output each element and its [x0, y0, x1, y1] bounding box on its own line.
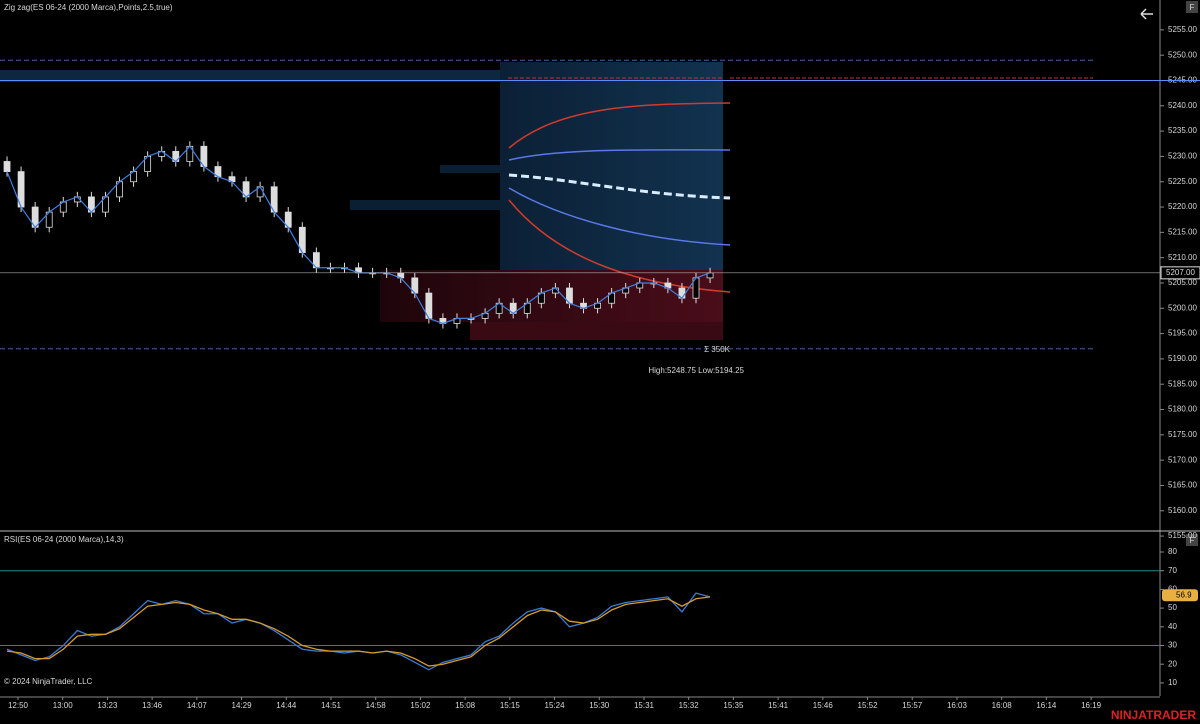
x-tick-label: 15:02	[410, 701, 431, 710]
y-tick-label: 5220.00	[1168, 202, 1197, 211]
x-tick-label: 14:44	[276, 701, 297, 710]
x-tick-label: 15:08	[455, 701, 476, 710]
y-tick-label: 5255.00	[1168, 25, 1197, 34]
y-tick-label: 70	[1168, 566, 1177, 575]
x-tick-label: 16:19	[1081, 701, 1102, 710]
watermark: NINJATRADER	[1111, 708, 1196, 722]
copyright: © 2024 NinjaTrader, LLC	[4, 677, 93, 686]
y-tick-label: 5210.00	[1168, 253, 1197, 262]
rsi-line	[6, 596, 711, 667]
y-tick-label: 5235.00	[1168, 126, 1197, 135]
y-tick-label: 5180.00	[1168, 405, 1197, 414]
x-tick-label: 15:30	[589, 701, 610, 710]
volume-profile	[0, 62, 1093, 340]
x-tick-label: 16:03	[947, 701, 968, 710]
x-tick-label: 15:35	[723, 701, 744, 710]
y-tick-label: 50	[1168, 603, 1177, 612]
x-tick-label: 15:52	[858, 701, 879, 710]
x-tick-label: 12:50	[8, 701, 29, 710]
last-price-box	[1160, 266, 1200, 280]
panel-button-label[interactable]: F	[1190, 536, 1195, 545]
last-price-label: 5207.00	[1166, 268, 1195, 277]
rsi-value-label: 56.9	[1176, 590, 1192, 599]
x-tick-label: 15:24	[545, 701, 566, 710]
y-tick-label: 5160.00	[1168, 506, 1197, 515]
x-tick-label: 14:29	[232, 701, 253, 710]
y-tick-label: 30	[1168, 641, 1177, 650]
rsi-value-box	[1162, 589, 1198, 602]
y-tick-label: 5240.00	[1168, 101, 1197, 110]
x-tick-label: 13:23	[97, 701, 118, 710]
rsi-panel-title: RSI(ES 06-24 (2000 Marca),14,3)	[4, 535, 124, 544]
annotation: Σ 350K	[704, 345, 731, 354]
back-arrow[interactable]	[1140, 8, 1153, 20]
x-tick-label: 15:31	[634, 701, 655, 710]
x-tick-label: 13:00	[53, 701, 74, 710]
y-tick-label: 5250.00	[1168, 50, 1197, 59]
x-tick-label: 16:08	[992, 701, 1013, 710]
y-tick-label: 5200.00	[1168, 303, 1197, 312]
y-tick-label: 5230.00	[1168, 152, 1197, 161]
candle-body	[3, 161, 11, 173]
x-tick-label: 14:07	[187, 701, 208, 710]
y-tick-label: 5190.00	[1168, 354, 1197, 363]
y-tick-label: 5185.00	[1168, 379, 1197, 388]
y-tick-label: 5165.00	[1168, 481, 1197, 490]
y-tick-label: 5205.00	[1168, 278, 1197, 287]
y-tick-label: 5155.00	[1168, 531, 1197, 540]
y-tick-label: 60	[1168, 585, 1177, 594]
x-tick-label: 15:32	[679, 701, 700, 710]
y-tick-label: 5225.00	[1168, 177, 1197, 186]
x-tick-label: 15:41	[768, 701, 789, 710]
x-tick-label: 16:14	[1036, 701, 1057, 710]
y-tick-label: 5215.00	[1168, 227, 1197, 236]
y-tick-label: 5175.00	[1168, 430, 1197, 439]
panel-button[interactable]	[1186, 534, 1198, 546]
annotation: High:5248.75 Low:5194.25	[648, 366, 744, 375]
x-tick-label: 15:57	[902, 701, 923, 710]
panel-button-label[interactable]: F	[1190, 3, 1195, 12]
y-tick-label: 10	[1168, 678, 1177, 687]
x-tick-label: 14:51	[321, 701, 342, 710]
x-tick-label: 15:15	[500, 701, 521, 710]
price-panel-title: Zig zag(ES 06-24 (2000 Marca),Points,2.5…	[4, 3, 173, 12]
y-tick-label: 5170.00	[1168, 455, 1197, 464]
x-tick-label: 13:46	[142, 701, 163, 710]
y-tick-label: 20	[1168, 659, 1177, 668]
x-tick-label: 14:58	[366, 701, 387, 710]
panel-button[interactable]	[1186, 1, 1198, 13]
y-tick-label: 80	[1168, 547, 1177, 556]
y-tick-label: 40	[1168, 622, 1177, 631]
x-tick-label: 15:46	[813, 701, 834, 710]
y-tick-label: 5195.00	[1168, 329, 1197, 338]
